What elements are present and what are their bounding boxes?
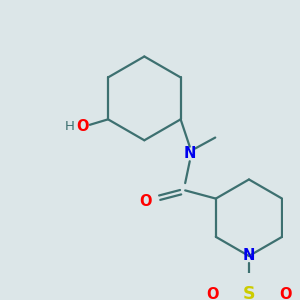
Text: H: H [65,120,75,133]
Text: N: N [243,248,255,263]
Text: N: N [184,146,196,161]
Text: O: O [279,287,292,300]
Text: S: S [243,285,255,300]
Text: O: O [206,287,219,300]
Text: O: O [139,194,151,209]
Text: O: O [76,119,89,134]
